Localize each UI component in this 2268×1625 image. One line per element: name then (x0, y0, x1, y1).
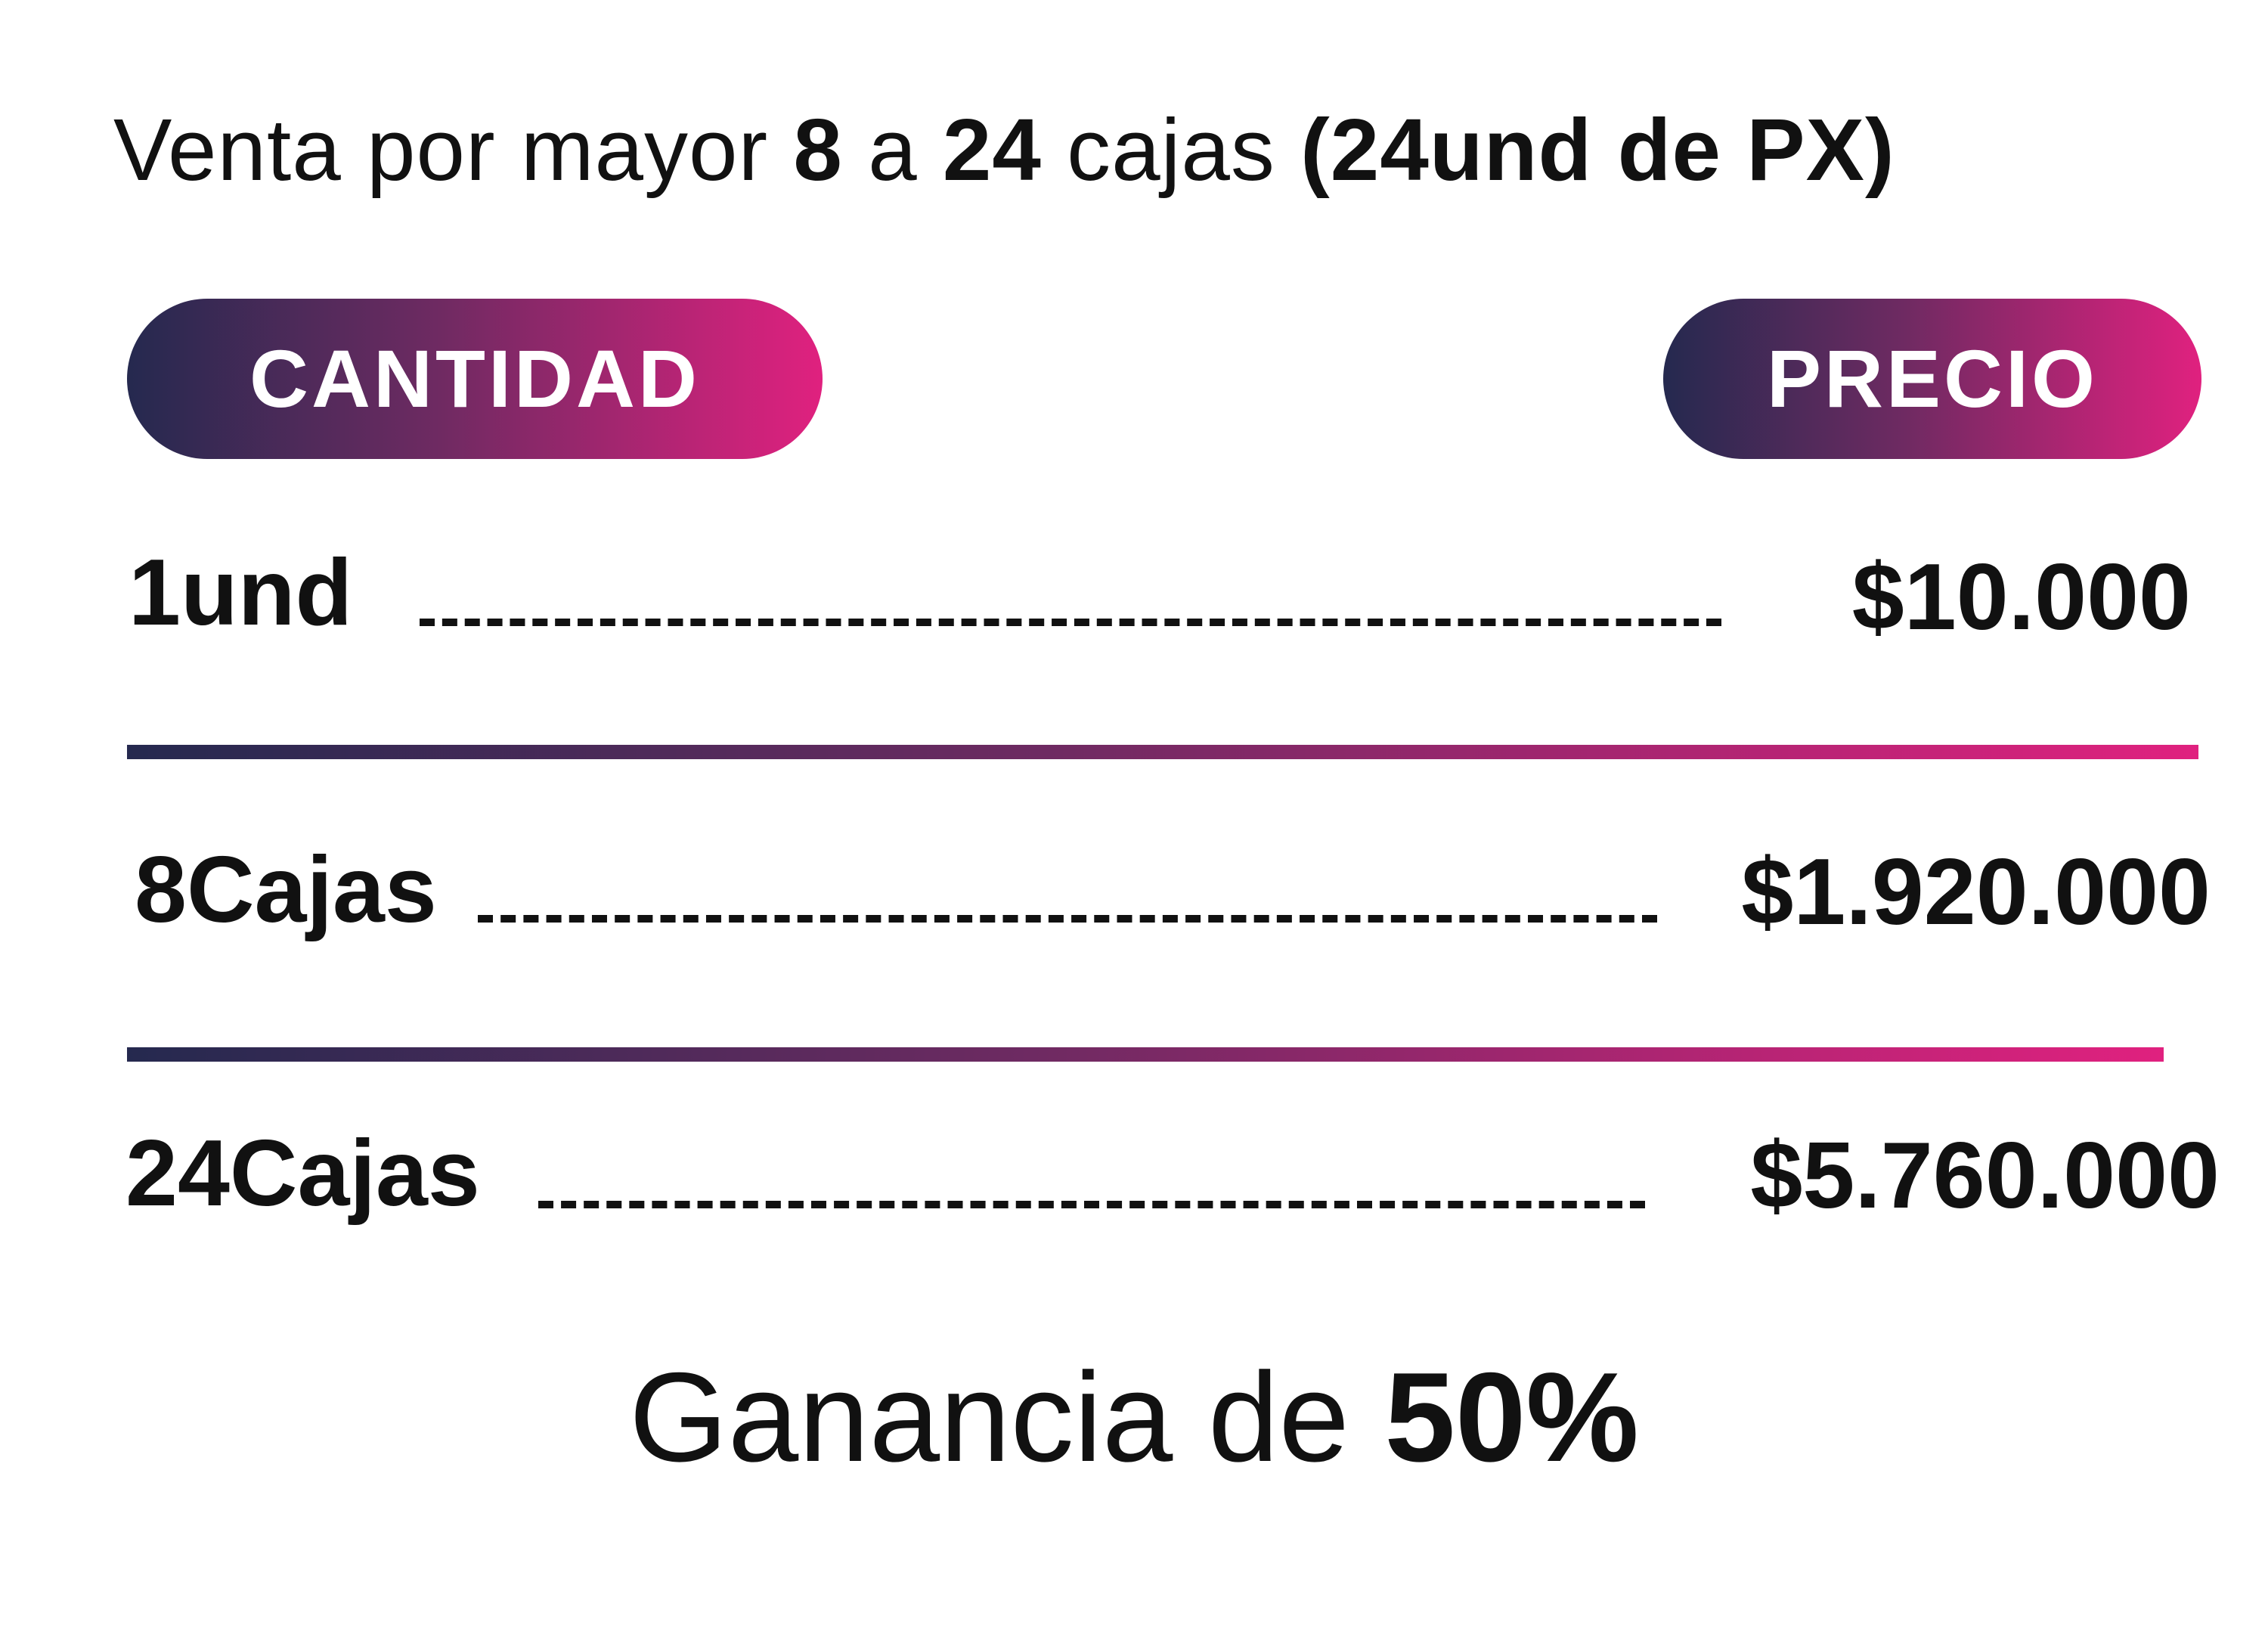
row-leader-dashes (478, 915, 1657, 923)
quantity-header: CANTIDAD (127, 299, 823, 459)
headline-max-boxes: 24 (942, 101, 1042, 199)
row-quantity: 24Cajas (125, 1121, 480, 1226)
headline-note: (24und de PX) (1300, 101, 1895, 199)
headline-separator: a (842, 101, 943, 199)
profit-label: Ganancia de (629, 1346, 1385, 1488)
row-leader-dashes (420, 619, 1721, 626)
profit-note: Ganancia de 50% (0, 1354, 2268, 1481)
row-divider (127, 1047, 2164, 1062)
row-quantity: 1und (129, 541, 353, 645)
row-price: $5.760.000 (1750, 1124, 2220, 1228)
row-divider (127, 745, 2198, 759)
headline-text: Venta por mayor (113, 101, 794, 199)
row-price: $10.000 (1851, 545, 2191, 650)
headline-unit: cajas (1041, 101, 1301, 199)
headline-min-boxes: 8 (793, 101, 843, 199)
profit-value: 50% (1384, 1346, 1639, 1488)
row-leader-dashes (538, 1201, 1645, 1208)
headline: Venta por mayor 8 a 24 cajas (24und de P… (113, 106, 1895, 194)
row-price: $1.920.000 (1741, 840, 2211, 944)
row-quantity: 8Cajas (135, 838, 437, 942)
price-header: PRECIO (1663, 299, 2201, 459)
